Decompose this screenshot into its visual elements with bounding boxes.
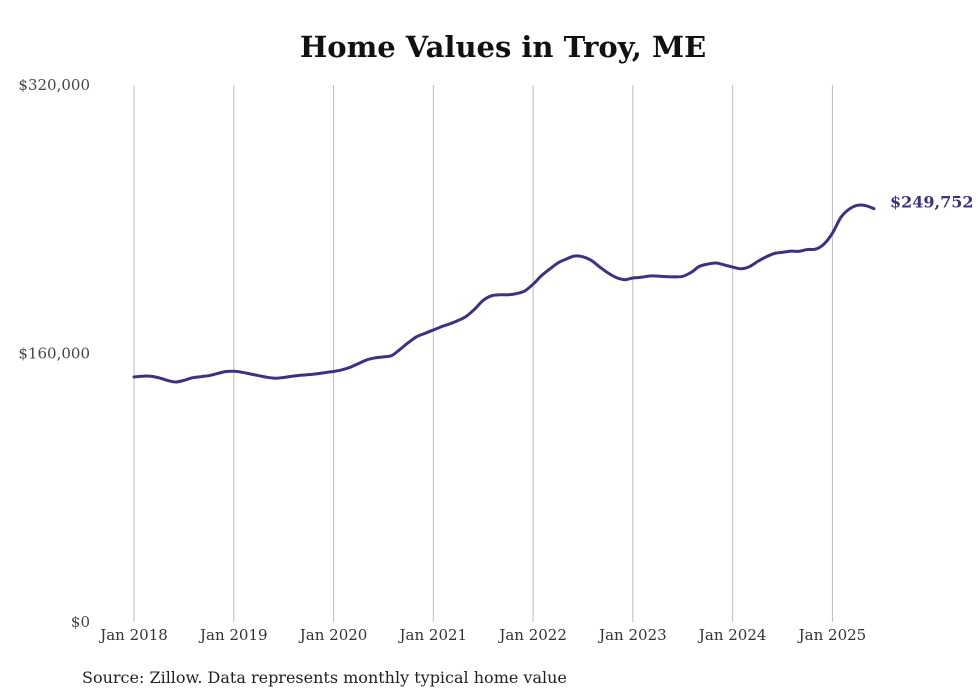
y-tick-label: $0	[71, 613, 90, 631]
x-tick-label: Jan 2020	[298, 626, 368, 644]
y-axis-ticks: $0 $160,000 $320,000	[18, 76, 90, 631]
chart-title: Home Values in Troy, ME	[299, 30, 707, 64]
x-tick-label: Jan 2021	[398, 626, 468, 644]
x-axis-ticks: Jan 2018 Jan 2019 Jan 2020 Jan 2021 Jan 2022…	[98, 626, 866, 644]
end-value-label: $249,752	[890, 193, 974, 212]
y-tick-label: $160,000	[18, 345, 90, 363]
x-tick-label: Jan 2022	[497, 626, 567, 644]
source-note: Source: Zillow. Data represents monthly …	[82, 668, 567, 687]
x-tick-label: Jan 2018	[98, 626, 168, 644]
x-tick-label: Jan 2023	[597, 626, 667, 644]
x-tick-label: Jan 2019	[198, 626, 268, 644]
x-tick-label: Jan 2025	[797, 626, 867, 644]
y-tick-label: $320,000	[18, 76, 90, 94]
x-tick-label: Jan 2024	[697, 626, 767, 644]
grid-lines	[133, 85, 833, 622]
end-label-group: $249,752	[890, 193, 974, 212]
series-group	[132, 203, 876, 384]
home-value-series-line	[132, 203, 876, 384]
